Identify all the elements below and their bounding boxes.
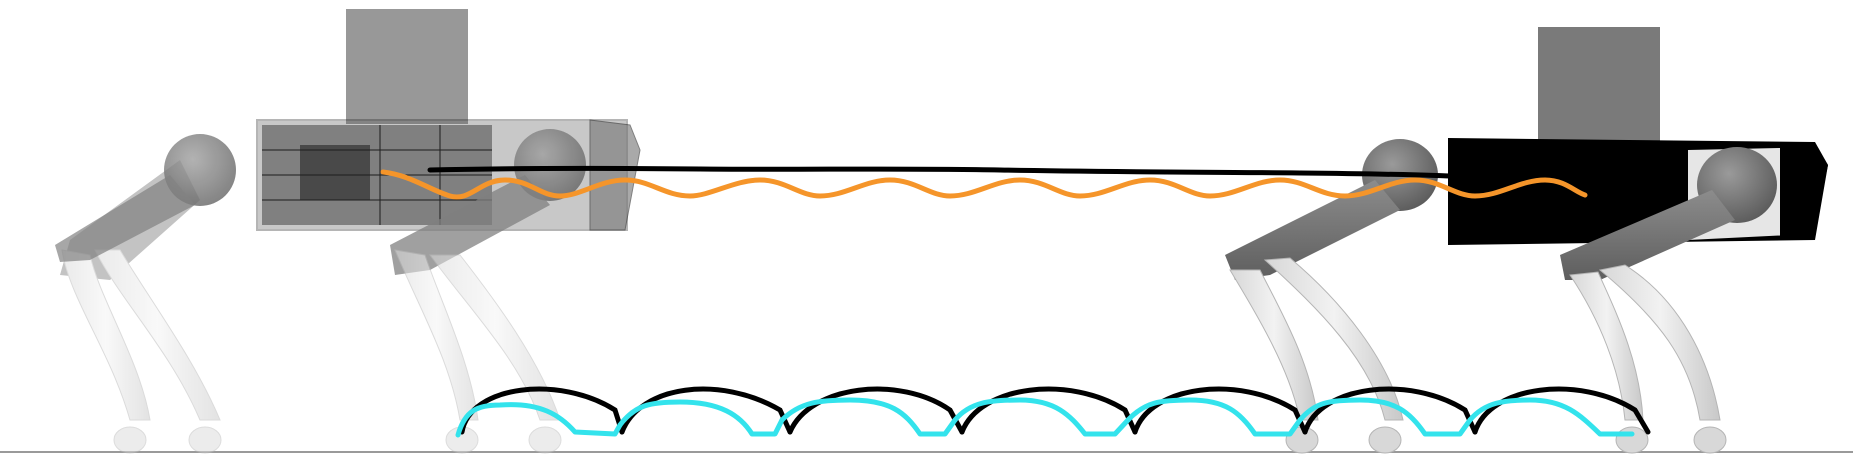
robot-end-pose xyxy=(1225,27,1828,454)
foot-actual-trajectory xyxy=(455,397,1635,438)
payload-box-start xyxy=(346,9,468,124)
body-actual-trajectory xyxy=(380,169,1588,200)
robot-start-pose xyxy=(55,9,641,454)
front-hip-start xyxy=(514,129,586,201)
rear-hip-start xyxy=(164,134,236,206)
body-reference-trajectory xyxy=(427,165,1453,179)
payload-box-end xyxy=(1538,27,1660,145)
